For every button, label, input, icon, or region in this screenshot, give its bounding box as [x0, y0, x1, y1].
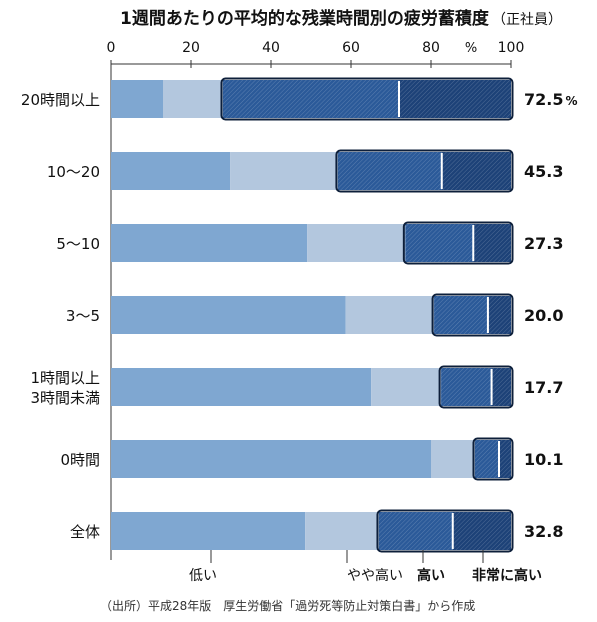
x-tick-label: 100 — [498, 40, 525, 56]
x-tick-label: 20 — [182, 40, 200, 56]
high-fatigue-box — [376, 509, 514, 553]
bar-hatch — [452, 512, 511, 550]
bar-hatch — [399, 80, 511, 118]
value-label: 72.5% — [524, 90, 578, 109]
legend-very-high: 非常に高い — [472, 567, 542, 584]
bar-low — [111, 440, 431, 478]
value-label: 17.7 — [524, 378, 563, 397]
high-fatigue-box — [220, 77, 514, 121]
category-label: 10～20 — [47, 163, 100, 181]
bar-low — [111, 152, 231, 190]
chart-title-note: （正社員） — [492, 12, 562, 28]
x-tick-label: 80 — [422, 40, 440, 56]
source-note: （出所）平成28年版 厚生労働省「過労死等防止対策白書」から作成 — [100, 598, 475, 613]
high-fatigue-box — [438, 365, 514, 409]
bar-hatch — [475, 440, 499, 478]
category-label: 全体 — [70, 523, 100, 541]
bar-hatch — [405, 224, 474, 262]
legend: 低い やや高い 高い 非常に高い — [189, 550, 542, 584]
bar-somewhat-high — [431, 440, 475, 478]
category-label: 20時間以上 — [21, 91, 100, 109]
bar-somewhat-high — [163, 80, 223, 118]
category-label: 5～10 — [56, 235, 100, 253]
high-fatigue-box — [431, 293, 514, 337]
bar-low — [111, 296, 346, 334]
value-label: 45.3 — [524, 162, 563, 181]
high-fatigue-box — [335, 149, 514, 193]
bar-hatch — [434, 296, 488, 334]
bar-hatch — [473, 224, 511, 262]
value-label: 20.0 — [524, 306, 563, 325]
x-tick-label: 40 — [262, 40, 280, 56]
bar-somewhat-high — [371, 368, 442, 406]
legend-somewhat-high: やや高い — [347, 567, 403, 584]
bars — [111, 77, 514, 553]
bar-low — [111, 512, 306, 550]
legend-high: 高い — [417, 567, 445, 584]
legend-low: 低い — [189, 568, 217, 584]
chart-title: 1週間あたりの平均的な残業時間別の疲労蓄積度 — [120, 8, 490, 29]
bar-somewhat-high — [307, 224, 406, 262]
bar-hatch — [499, 440, 511, 478]
bar-hatch — [441, 368, 492, 406]
bar-low — [111, 368, 372, 406]
category-label: 0時間 — [60, 451, 100, 469]
category-label: 3～5 — [66, 307, 100, 325]
bar-hatch — [378, 512, 453, 550]
x-axis-unit: % — [465, 41, 477, 56]
bar-somewhat-high — [230, 152, 338, 190]
bar-hatch — [441, 152, 511, 190]
value-label: 32.8 — [524, 522, 563, 541]
bar-low — [111, 80, 163, 118]
high-fatigue-box — [402, 221, 514, 265]
value-label: 10.1 — [524, 450, 563, 469]
x-tick-label: 60 — [342, 40, 360, 56]
bar-somewhat-high — [305, 512, 379, 550]
bar-somewhat-high — [345, 296, 435, 334]
category-label: 1時間以上 3時間未満 — [30, 369, 100, 407]
value-labels: 72.5 % 45.3 27.3 20.0 17.7 10.1 32.8 — [524, 90, 578, 541]
high-fatigue-box — [472, 437, 514, 481]
value-label: 27.3 — [524, 234, 563, 253]
x-tick-label: 0 — [107, 40, 116, 56]
bar-hatch — [337, 152, 442, 190]
bar-hatch — [491, 368, 511, 406]
bar-hatch — [487, 296, 511, 334]
bar-hatch — [223, 80, 399, 118]
bar-low — [111, 224, 308, 262]
